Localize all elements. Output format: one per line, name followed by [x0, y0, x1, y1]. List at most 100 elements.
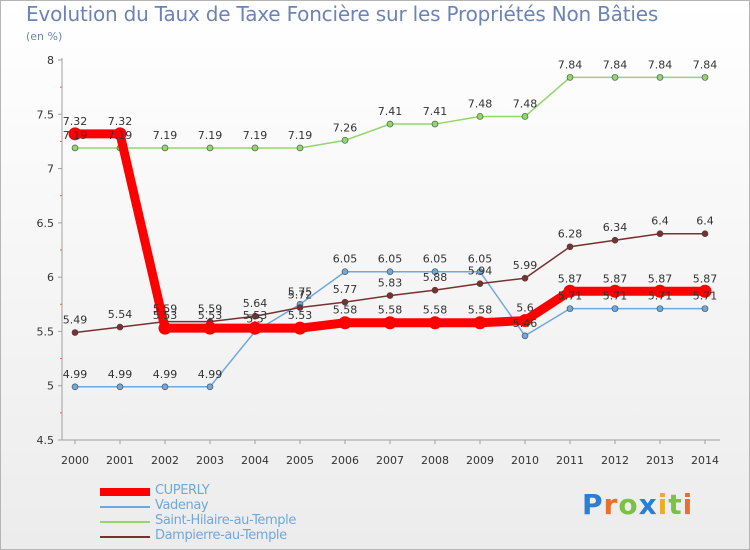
data-point — [566, 243, 574, 251]
data-point — [563, 284, 577, 298]
y-tick-label: 6 — [47, 271, 54, 284]
x-tick-label: 2008 — [421, 454, 449, 467]
x-tick-label: 2006 — [331, 454, 359, 467]
data-point — [566, 305, 574, 312]
data-point — [71, 329, 79, 336]
data-label: 7.48 — [468, 97, 493, 110]
data-point — [476, 113, 484, 120]
data-point — [296, 304, 304, 311]
data-label: 5.58 — [468, 304, 493, 317]
x-tick-label: 2002 — [151, 454, 179, 467]
data-point — [521, 332, 529, 340]
data-point — [611, 305, 619, 312]
data-label: 6.34 — [603, 221, 628, 234]
data-label: 5.53 — [198, 309, 223, 322]
y-tick-label: 5 — [47, 380, 54, 393]
data-point — [71, 383, 79, 391]
data-point — [113, 127, 127, 141]
data-point — [341, 137, 349, 144]
chart-title: Evolution du Taux de Taxe Foncière sur l… — [26, 2, 659, 26]
data-label: 5.6 — [516, 302, 534, 315]
x-tick-label: 2003 — [196, 454, 224, 467]
data-point — [653, 284, 667, 298]
data-label: 6.4 — [696, 215, 714, 228]
data-label: 5.87 — [558, 272, 583, 285]
data-label: 7.26 — [333, 121, 358, 134]
logo-letter: i — [682, 488, 694, 521]
data-label: 7.19 — [243, 129, 268, 142]
data-label: 5.5 — [246, 312, 264, 325]
data-label: 6.28 — [558, 228, 583, 241]
data-point — [656, 74, 664, 81]
data-label: 7.19 — [288, 129, 313, 142]
x-tick-label: 2004 — [241, 454, 269, 467]
data-point — [161, 144, 169, 152]
logo-letter: r — [603, 488, 619, 521]
x-tick-label: 2014 — [691, 454, 719, 467]
logo-letter: t — [668, 488, 683, 521]
data-point — [158, 321, 172, 335]
data-label: 5.71 — [693, 290, 718, 303]
legend-label-dampierre: Dampierre-au-Temple — [155, 528, 287, 543]
x-tick-label: 2009 — [466, 454, 494, 467]
y-tick-label: 6.5 — [37, 217, 55, 230]
data-point — [68, 127, 82, 141]
logo-letter: x — [638, 488, 658, 521]
y-tick-label: 7.5 — [37, 108, 55, 121]
data-label: 4.99 — [198, 368, 223, 381]
data-label: 7.32 — [63, 115, 88, 128]
y-tick-label: 7 — [47, 163, 54, 176]
data-label: 5.83 — [378, 277, 403, 290]
data-label: 5.49 — [63, 314, 88, 327]
data-label: 5.58 — [423, 304, 448, 317]
data-point — [383, 316, 397, 330]
legend-label-vadenay: Vadenay — [155, 498, 209, 513]
data-label: 5.87 — [693, 272, 718, 285]
data-label: 5.58 — [378, 304, 403, 317]
data-point — [248, 321, 262, 335]
data-point — [698, 284, 712, 298]
data-point — [431, 120, 439, 128]
legend-swatch-dampierre — [100, 536, 150, 538]
data-point — [206, 144, 214, 152]
y-axis-unit-label: (en %) — [26, 30, 63, 43]
data-point — [611, 236, 619, 244]
data-point — [293, 321, 307, 335]
data-point — [341, 268, 349, 276]
data-label: 7.32 — [108, 115, 133, 128]
y-tick-label: 4.5 — [37, 434, 55, 447]
data-point — [71, 144, 79, 152]
data-label: 5.64 — [243, 297, 268, 310]
data-point — [251, 312, 259, 320]
data-point — [116, 383, 124, 391]
data-label: 5.59 — [198, 303, 223, 316]
data-label: 5.87 — [603, 272, 628, 285]
x-tick-label: 2001 — [106, 454, 134, 467]
legend-label-cuperly: CUPERLY — [155, 483, 210, 498]
data-label: 7.19 — [153, 129, 178, 142]
data-point — [656, 305, 664, 312]
legend-swatch-vadenay — [100, 506, 150, 508]
data-label: 4.99 — [108, 368, 133, 381]
data-label: 4.99 — [63, 368, 88, 381]
data-label: 7.48 — [513, 97, 538, 110]
data-point — [386, 120, 394, 128]
legend-label-saint-hilaire: Saint-Hilaire-au-Temple — [155, 513, 296, 528]
data-point — [566, 74, 574, 81]
data-label: 5.58 — [333, 304, 358, 317]
data-point — [161, 383, 169, 391]
data-point — [251, 144, 259, 152]
data-label: 7.84 — [603, 58, 628, 71]
data-point — [338, 316, 352, 330]
data-label: 7.84 — [558, 58, 583, 71]
data-point — [341, 298, 349, 306]
data-label: 5.99 — [513, 259, 538, 272]
data-label: 5.87 — [648, 272, 673, 285]
data-label: 7.19 — [63, 129, 88, 142]
logo-letter: i — [657, 488, 669, 521]
data-label: 5.53 — [243, 309, 268, 322]
data-point — [296, 144, 304, 152]
data-label: 5.88 — [423, 271, 448, 284]
data-label: 7.19 — [108, 129, 133, 142]
